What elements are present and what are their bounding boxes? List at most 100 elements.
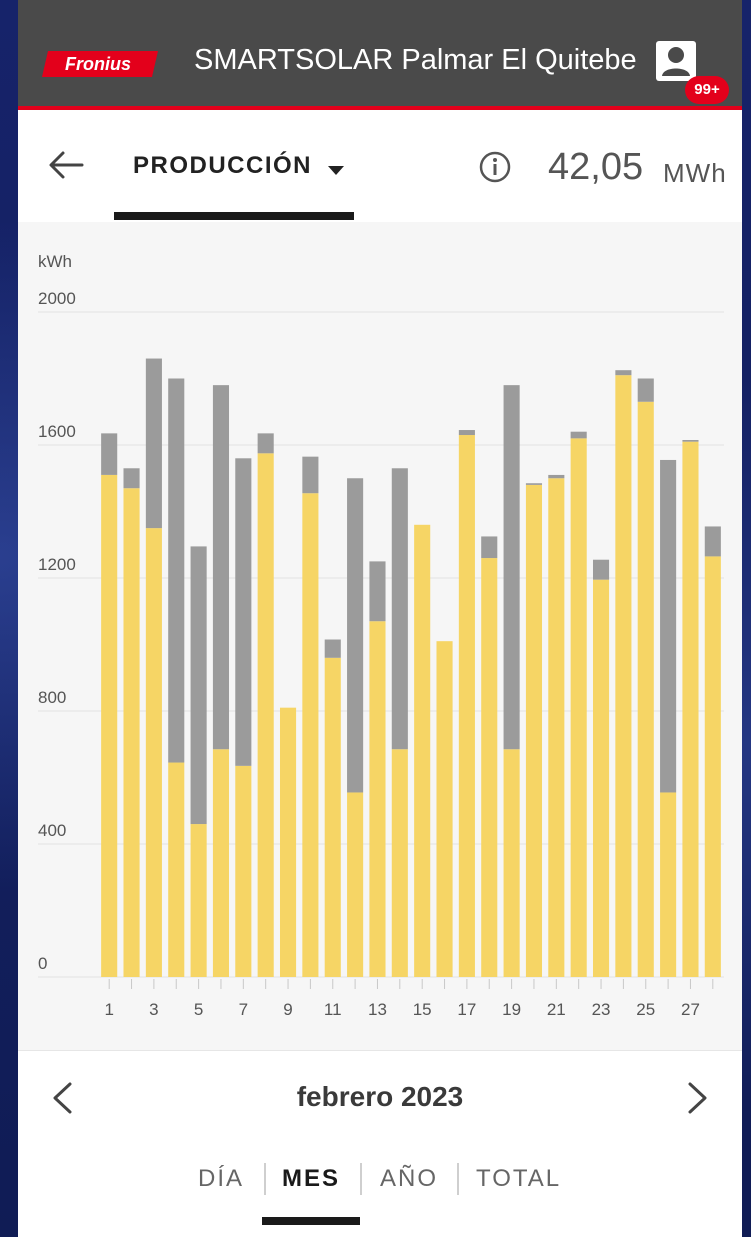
bar-day-24-series-1 (615, 375, 632, 977)
bar-day-14-series-2 (391, 468, 408, 750)
chevron-right-icon[interactable] (686, 1081, 710, 1115)
bar-day-13-series-2 (369, 561, 386, 622)
bar-day-8-series-1 (257, 453, 274, 977)
bar-day-26-series-2 (660, 459, 677, 793)
bar-day-12-series-1 (347, 792, 364, 977)
bar-day-18-series-2 (481, 536, 498, 559)
bar-day-4-series-1 (168, 762, 185, 977)
user-account-icon[interactable] (655, 40, 697, 82)
bar-day-22-series-2 (570, 431, 587, 439)
active-tab-indicator (262, 1217, 360, 1225)
y-tick-label: 800 (38, 688, 66, 707)
tab-ano[interactable]: AÑO (380, 1165, 439, 1192)
y-tick-label: 0 (38, 954, 47, 973)
tab-dia[interactable]: DÍA (198, 1165, 245, 1192)
bar-day-1-series-1 (101, 474, 118, 977)
bar-day-27-series-2 (682, 440, 699, 442)
y-tick-label: 1600 (38, 422, 76, 441)
x-tick-label: 9 (283, 1000, 292, 1019)
bar-day-16-series-1 (436, 641, 453, 977)
x-tick-label: 27 (681, 1000, 700, 1019)
bar-day-10-series-2 (302, 456, 319, 494)
bar-day-19-series-1 (503, 749, 520, 977)
bar-day-27-series-1 (682, 441, 699, 977)
x-tick-label: 13 (368, 1000, 387, 1019)
bar-day-1-series-2 (101, 433, 118, 475)
bar-day-28-series-1 (704, 556, 721, 977)
x-tick-label: 5 (194, 1000, 203, 1019)
bar-day-20-series-2 (525, 483, 543, 485)
metric-dropdown[interactable]: PRODUCCIÓN (133, 152, 313, 179)
bar-day-20-series-1 (525, 484, 543, 977)
period-navigation: febrero 2023 (18, 1050, 742, 1144)
bar-day-13-series-1 (369, 621, 386, 977)
caret-down-icon[interactable] (328, 166, 344, 175)
x-tick-label: 11 (324, 1000, 342, 1019)
bar-day-19-series-2 (503, 385, 520, 750)
bar-day-3-series-2 (145, 358, 162, 529)
bar-day-11-series-2 (324, 639, 341, 658)
tab-divider (360, 1163, 362, 1195)
bar-day-6-series-2 (212, 385, 230, 750)
logo-text: Fronius (65, 54, 131, 74)
app-screen: Fronius SMARTSOLAR Palmar El Quitebe 99+… (18, 0, 742, 1237)
x-tick-label: 1 (104, 1000, 113, 1019)
bar-day-7-series-1 (235, 765, 252, 977)
x-tick-label: 25 (636, 1000, 655, 1019)
bar-day-5-series-2 (190, 546, 207, 825)
bar-day-9-series-1 (279, 707, 297, 977)
total-production-unit: MWh (663, 158, 727, 188)
bar-day-18-series-1 (481, 558, 498, 977)
y-tick-label: 1200 (38, 555, 76, 574)
bar-day-21-series-2 (548, 474, 565, 479)
bar-day-12-series-2 (347, 478, 364, 793)
fronius-logo: Fronius (42, 51, 158, 77)
bar-day-22-series-1 (570, 438, 587, 978)
bar-day-23-series-1 (592, 579, 610, 977)
y-tick-label: 2000 (38, 289, 76, 308)
bar-day-25-series-1 (637, 401, 654, 977)
bar-day-26-series-1 (660, 792, 677, 977)
tab-divider (264, 1163, 266, 1195)
plant-title: SMARTSOLAR Palmar El Quitebe (194, 44, 637, 76)
x-tick-label: 19 (502, 1000, 521, 1019)
tab-total[interactable]: TOTAL (476, 1165, 562, 1192)
bar-day-17-series-1 (458, 435, 475, 977)
chevron-left-icon[interactable] (50, 1081, 74, 1115)
tab-divider (457, 1163, 459, 1195)
bar-day-21-series-1 (548, 478, 565, 977)
x-tick-label: 15 (413, 1000, 432, 1019)
bar-day-24-series-2 (615, 370, 632, 376)
period-tabs: DÍA MES AÑO TOTAL (18, 1143, 742, 1237)
period-label: febrero 2023 (296, 1081, 464, 1112)
production-chart: kWh 0 400 800 1200 1600 2000 1 3 5 7 9 11 13 15 17 19 21 2… (18, 222, 742, 1050)
bar-day-4-series-2 (168, 378, 185, 763)
y-tick-label: 400 (38, 821, 66, 840)
bar-day-17-series-2 (458, 430, 475, 436)
bar-day-5-series-1 (190, 824, 207, 977)
bar-day-28-series-2 (704, 526, 721, 557)
bar-day-7-series-2 (235, 458, 252, 766)
x-tick-label: 7 (239, 1000, 248, 1019)
y-axis-unit-label: kWh (38, 252, 72, 271)
x-tick-label: 3 (149, 1000, 158, 1019)
bar-day-23-series-2 (592, 559, 610, 580)
bar-day-15-series-1 (414, 524, 431, 977)
bar-day-8-series-2 (257, 433, 274, 454)
toolbar: PRODUCCIÓN 42,05 MWh (18, 110, 742, 222)
bar-day-10-series-1 (302, 493, 319, 977)
total-production-value: 42,05 (548, 146, 644, 188)
bar-day-14-series-1 (391, 749, 408, 977)
x-tick-label: 23 (592, 1000, 611, 1019)
x-tick-label: 21 (547, 1000, 566, 1019)
back-arrow-icon[interactable] (48, 150, 84, 180)
top-app-bar: Fronius SMARTSOLAR Palmar El Quitebe 99+ (18, 0, 742, 110)
bar-day-2-series-2 (123, 468, 140, 489)
notification-badge[interactable]: 99+ (685, 76, 729, 104)
bar-day-25-series-2 (637, 378, 654, 402)
info-icon[interactable] (478, 150, 512, 184)
bar-day-2-series-1 (123, 488, 140, 977)
bar-day-11-series-1 (324, 657, 341, 977)
bar-day-3-series-1 (145, 528, 162, 977)
tab-mes[interactable]: MES (282, 1165, 341, 1192)
